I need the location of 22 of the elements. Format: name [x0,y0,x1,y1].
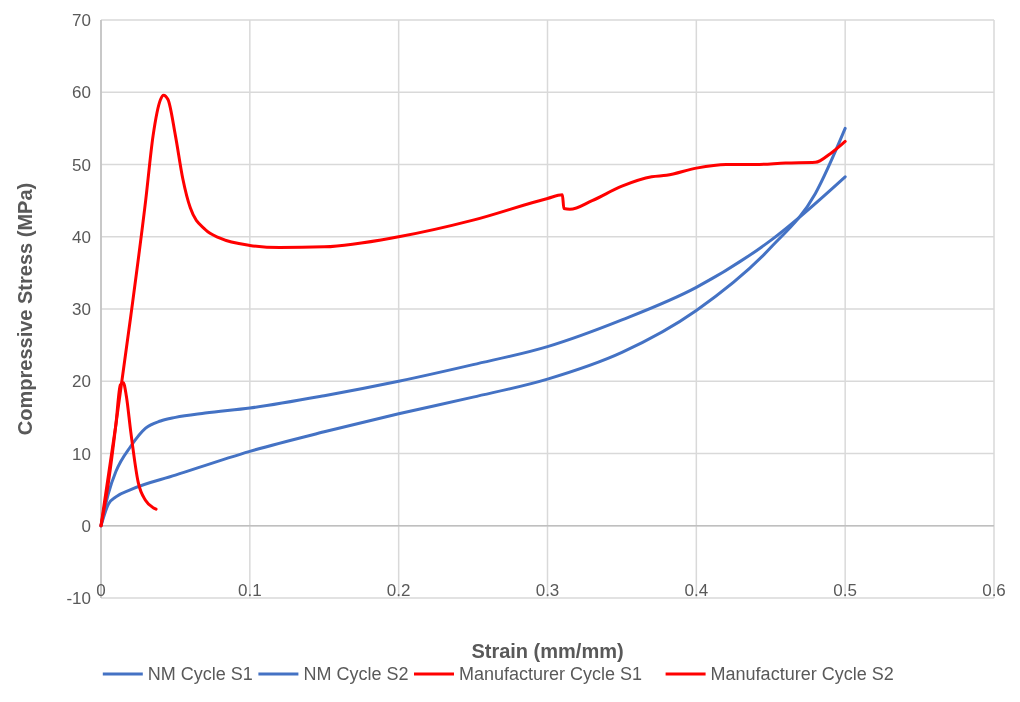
x-tick-label: 0.6 [982,581,1006,600]
y-tick-label: 30 [72,300,91,319]
legend-label: Manufacturer Cycle S2 [710,664,894,684]
x-tick-label: 0.4 [684,581,709,600]
x-axis-title: Strain (mm/mm) [471,640,624,662]
y-tick-label: 10 [72,444,91,464]
y-tick-label: 0 [81,516,91,536]
y-tick-label: 40 [72,227,91,247]
x-tick-label: 0.1 [238,581,262,600]
x-tick-label: 0.2 [386,581,411,600]
y-tick-label: -10 [66,589,91,608]
x-tick-label: 0 [96,581,106,600]
y-tick-label: 60 [72,83,91,103]
y-tick-label: 20 [72,372,91,392]
x-tick-label: 0.5 [833,581,857,600]
legend-label: NM Cycle S1 [147,664,253,684]
legend-label: Manufacturer Cycle S1 [459,664,643,684]
y-axis-title: Compressive Stress (MPa) [14,182,36,436]
legend-label: NM Cycle S2 [303,664,409,684]
y-tick-label: 70 [72,11,91,30]
x-tick-label: 0.3 [535,581,560,600]
y-tick-label: 50 [72,155,91,175]
